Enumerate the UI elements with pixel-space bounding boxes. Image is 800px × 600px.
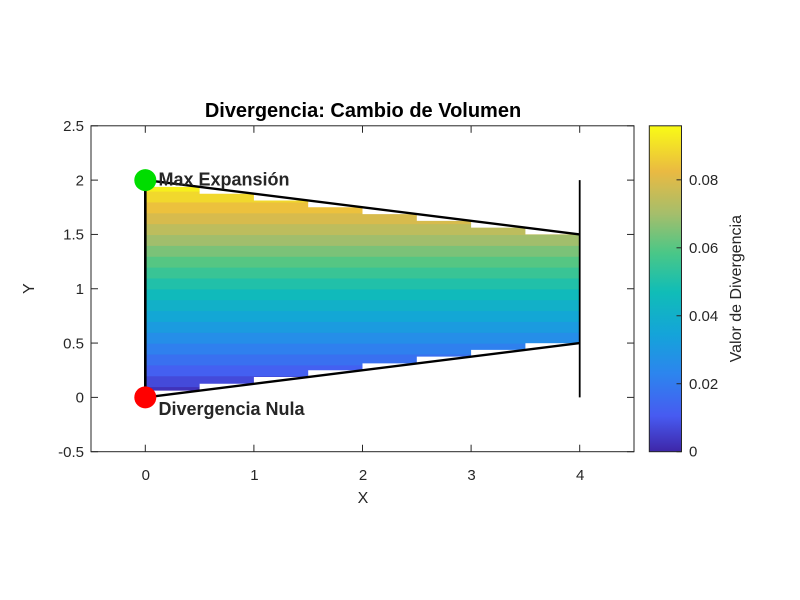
x-tick-label: 2 xyxy=(359,467,367,484)
x-axis-label: X xyxy=(358,490,369,507)
contour-band xyxy=(145,277,580,290)
contour-band xyxy=(145,321,580,333)
annotation-marker xyxy=(134,169,157,192)
y-tick-label: 1.5 xyxy=(63,227,84,244)
colorbar-tick-label: 0 xyxy=(689,444,697,461)
chart-title: Divergencia: Cambio de Volumen xyxy=(205,100,521,122)
annotation-max-expansion: Max Expansión xyxy=(159,170,290,190)
colorbar-tick-label: 0.08 xyxy=(689,172,718,189)
x-tick-label: 1 xyxy=(250,467,258,484)
x-tick-label: 0 xyxy=(142,467,150,484)
contour-band xyxy=(145,245,580,257)
y-tick-label: 2 xyxy=(76,172,84,189)
colorbar-gradient xyxy=(649,125,682,452)
contour-band xyxy=(145,212,580,225)
x-tick-label: 3 xyxy=(467,467,475,484)
region-top-edge xyxy=(145,178,580,236)
contour-band xyxy=(145,267,580,279)
colorbar-tick-label: 0.04 xyxy=(689,308,718,325)
contour-band xyxy=(145,332,580,344)
y-tick-label: 2.5 xyxy=(63,118,84,135)
contour-band xyxy=(145,190,580,203)
contour-band xyxy=(145,310,580,322)
colorbar-axis-label: Valor de Divergencia xyxy=(728,215,745,362)
colorbar-frame xyxy=(648,125,682,453)
contour-band xyxy=(145,299,580,312)
contour-band xyxy=(145,256,580,268)
contour-band xyxy=(145,288,580,301)
contour-band xyxy=(145,234,580,246)
y-tick-label: 1 xyxy=(76,281,84,298)
contour-fill xyxy=(145,186,580,391)
y-axis-label: Y xyxy=(21,283,38,294)
annotation-divergencia-nula: Divergencia Nula xyxy=(159,399,306,419)
y-tick-label: -0.5 xyxy=(58,444,84,461)
contour-band xyxy=(145,223,580,236)
annotation-marker xyxy=(134,386,157,409)
contour-band xyxy=(145,353,580,366)
contour-band xyxy=(145,343,580,355)
colorbar-tick-label: 0.02 xyxy=(689,376,718,393)
colorbar-tick-label: 0.06 xyxy=(689,240,718,257)
y-tick-label: 0.5 xyxy=(63,335,84,352)
region-bottom-edge xyxy=(145,341,580,399)
x-tick-label: 4 xyxy=(576,467,584,484)
contour-band xyxy=(145,375,580,388)
y-tick-label: 0 xyxy=(76,390,84,407)
